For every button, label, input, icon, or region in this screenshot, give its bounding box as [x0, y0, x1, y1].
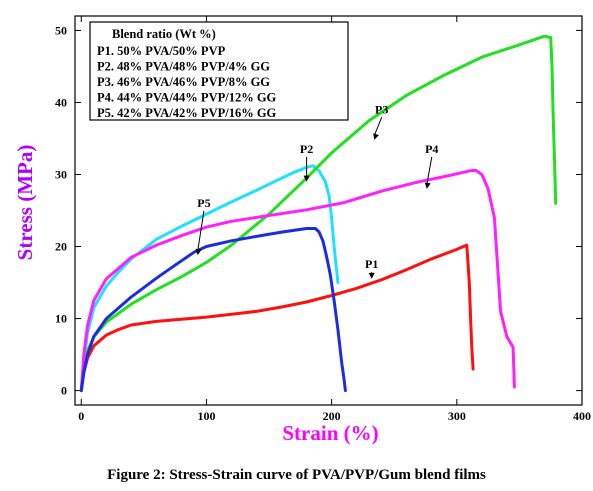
series-label-p4: P4: [425, 142, 438, 156]
y-tick-label: 30: [55, 167, 67, 181]
series-line-p1: [79, 243, 475, 393]
series-line-p4: [79, 168, 516, 393]
series-layer: [79, 34, 558, 393]
y-tick-label: 20: [55, 240, 67, 254]
legend-box: [89, 21, 349, 121]
y-tick-label: 10: [55, 312, 67, 326]
series-label-p2: P2: [300, 142, 313, 156]
legend-title: Blend ratio (Wt %): [112, 27, 216, 41]
y-tick-label: 40: [55, 95, 67, 109]
series-arrow-p3: [373, 117, 383, 137]
x-tick-label: 400: [573, 409, 591, 423]
series-arrow-p5: [197, 210, 205, 252]
series-arrow-p4: [426, 156, 433, 185]
y-tick-label: 0: [61, 384, 67, 398]
legend-entry: P2. 48% PVA/48% PVP/4% GG: [97, 60, 270, 74]
x-tick-label: 300: [448, 409, 466, 423]
series-annotations: P1 P2 P3 P4 P5: [195, 102, 438, 279]
x-axis-label: Strain (%): [282, 421, 378, 445]
legend-entry: P4. 44% PVA/44% PVP/12% GG: [97, 91, 277, 105]
series-label-p5: P5: [197, 196, 210, 210]
axis-labels: Strain (%) Stress (MPa): [13, 145, 379, 445]
x-tick-label: 0: [78, 409, 84, 423]
series-arrowhead-p2: [303, 175, 310, 182]
series-label-p1: P1: [365, 257, 378, 271]
legend-entry: P5. 42% PVA/42% PVP/16% GG: [97, 106, 277, 120]
series-arrowhead-p5: [195, 248, 202, 256]
legend: Blend ratio (Wt %) P1. 50% PVA/50% PVP P2.…: [89, 21, 349, 121]
x-tick-label: 100: [197, 409, 215, 423]
series-line-p2: [79, 164, 340, 393]
figure-caption: Figure 2: Stress-Strain curve of PVA/PVP…: [107, 467, 486, 483]
series-arrowhead-p4: [424, 182, 431, 189]
legend-entry: P3. 46% PVA/46% PVP/8% GG: [97, 75, 270, 89]
series-arrowhead-p3: [373, 133, 379, 140]
series-line-p5: [79, 227, 347, 393]
x-tick-label: 200: [323, 409, 341, 423]
plot-frame: [74, 15, 583, 406]
axes: 0 100 200 300 400 0 10 20 30 40 50: [55, 15, 591, 423]
series-arrowhead-p1: [368, 272, 375, 279]
series-line-p3: [79, 34, 558, 393]
y-axis-label: Stress (MPa): [13, 145, 37, 261]
y-tick-label: 50: [55, 23, 67, 37]
series-label-p3: P3: [375, 102, 388, 116]
legend-entry: P1. 50% PVA/50% PVP: [97, 44, 226, 58]
